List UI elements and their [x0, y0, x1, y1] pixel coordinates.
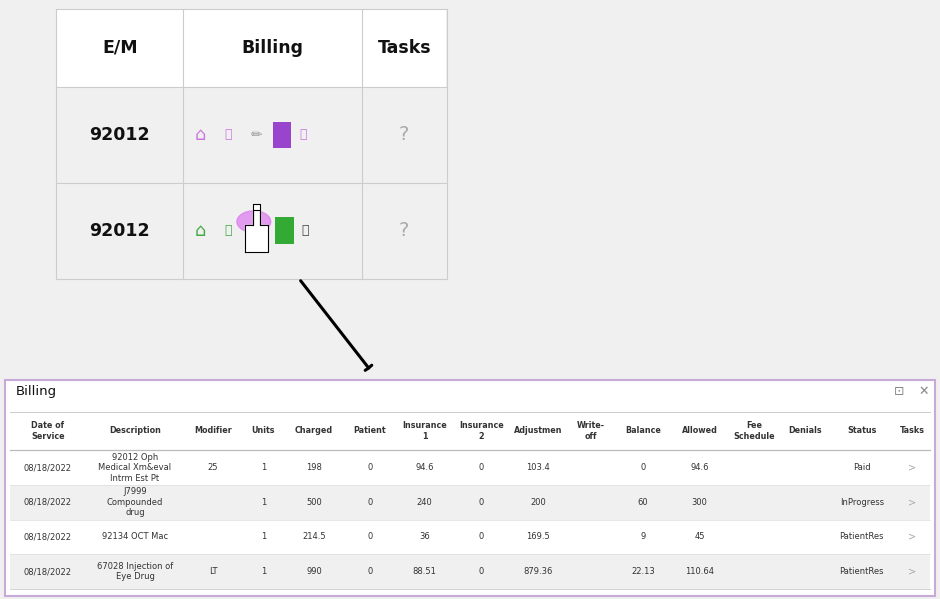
Text: 110.64: 110.64: [685, 567, 714, 576]
Text: 0: 0: [367, 567, 372, 576]
Text: 92012: 92012: [89, 222, 150, 240]
Text: 🛏: 🛏: [225, 224, 232, 237]
Text: Paid: Paid: [853, 463, 870, 472]
Text: 92012 Oph
Medical Xm&eval
Intrm Est Pt: 92012 Oph Medical Xm&eval Intrm Est Pt: [99, 453, 172, 483]
Text: >: >: [908, 497, 916, 507]
Text: Fee
Schedule: Fee Schedule: [734, 421, 775, 441]
Text: >: >: [908, 463, 916, 473]
Text: 500: 500: [306, 498, 322, 507]
Text: 🚶: 🚶: [302, 224, 309, 237]
Circle shape: [237, 211, 271, 232]
Text: 0: 0: [367, 533, 372, 541]
Text: 67028 Injection of
Eye Drug: 67028 Injection of Eye Drug: [97, 562, 173, 581]
Text: ?: ?: [399, 221, 410, 240]
Text: 240: 240: [416, 498, 432, 507]
Text: 92134 OCT Mac: 92134 OCT Mac: [102, 533, 168, 541]
Text: 08/18/2022: 08/18/2022: [24, 567, 72, 576]
Bar: [10, 450, 930, 485]
Text: 198: 198: [306, 463, 322, 472]
Text: 60: 60: [637, 498, 648, 507]
Text: 103.4: 103.4: [526, 463, 550, 472]
Text: 08/18/2022: 08/18/2022: [24, 463, 72, 472]
Text: ?: ?: [399, 125, 410, 144]
Text: PatientRes: PatientRes: [839, 567, 885, 576]
Text: InProgress: InProgress: [839, 498, 884, 507]
Text: 169.5: 169.5: [526, 533, 550, 541]
Bar: [56, 87, 446, 183]
Text: Description: Description: [109, 426, 161, 435]
Text: 300: 300: [692, 498, 708, 507]
Text: 94.6: 94.6: [415, 463, 434, 472]
Text: 08/18/2022: 08/18/2022: [24, 498, 72, 507]
Bar: [10, 519, 930, 554]
Text: Insurance
1: Insurance 1: [402, 421, 447, 441]
Text: ✏: ✏: [251, 128, 262, 142]
Text: 36: 36: [419, 533, 430, 541]
Text: 92012: 92012: [89, 126, 150, 144]
Text: 08/18/2022: 08/18/2022: [24, 533, 72, 541]
Text: Write-
off: Write- off: [576, 421, 604, 441]
Text: J7999
Compounded
drug: J7999 Compounded drug: [107, 488, 164, 517]
Text: >: >: [908, 567, 916, 576]
Text: Date of
Service: Date of Service: [31, 421, 65, 441]
Text: ✕: ✕: [918, 385, 930, 398]
Text: 9: 9: [640, 533, 646, 541]
Polygon shape: [245, 210, 268, 252]
Text: Billing: Billing: [16, 385, 57, 398]
Bar: [10, 485, 930, 519]
Text: ⊡: ⊡: [894, 385, 905, 398]
Bar: [10, 554, 930, 589]
Text: 0: 0: [478, 498, 484, 507]
Text: 0: 0: [367, 463, 372, 472]
Bar: [56, 183, 446, 279]
Text: 990: 990: [306, 567, 322, 576]
Bar: [5, 380, 935, 596]
Bar: [10, 412, 930, 450]
Text: Allowed: Allowed: [682, 426, 717, 435]
Text: Billing: Billing: [242, 39, 304, 57]
Text: Denials: Denials: [789, 426, 822, 435]
Text: 0: 0: [478, 567, 484, 576]
Text: 0: 0: [478, 463, 484, 472]
Text: Patient: Patient: [353, 426, 386, 435]
Text: 45: 45: [695, 533, 705, 541]
Text: Charged: Charged: [295, 426, 334, 435]
Text: PatientRes: PatientRes: [839, 533, 885, 541]
Bar: [275, 217, 294, 244]
Text: 200: 200: [530, 498, 546, 507]
Text: ⌂: ⌂: [195, 222, 206, 240]
Text: 1: 1: [260, 533, 266, 541]
Bar: [273, 122, 291, 148]
Text: Units: Units: [252, 426, 275, 435]
Text: Modifier: Modifier: [194, 426, 232, 435]
Text: 1: 1: [260, 567, 266, 576]
Text: 0: 0: [478, 533, 484, 541]
Text: ⌂: ⌂: [195, 126, 206, 144]
Text: 1: 1: [260, 498, 266, 507]
Text: Tasks: Tasks: [377, 39, 431, 57]
Text: 214.5: 214.5: [303, 533, 326, 541]
Text: 🚶: 🚶: [300, 128, 307, 141]
Text: 1: 1: [260, 463, 266, 472]
Text: Adjustmen: Adjustmen: [514, 426, 562, 435]
Text: 88.51: 88.51: [413, 567, 436, 576]
Text: 0: 0: [367, 498, 372, 507]
Text: 25: 25: [208, 463, 218, 472]
Text: 0: 0: [640, 463, 646, 472]
Polygon shape: [253, 204, 260, 225]
Text: 879.36: 879.36: [524, 567, 553, 576]
Text: 94.6: 94.6: [690, 463, 709, 472]
Bar: [56, 9, 446, 279]
Text: Balance: Balance: [625, 426, 661, 435]
Text: Tasks: Tasks: [900, 426, 925, 435]
Text: E/M: E/M: [102, 39, 137, 57]
Text: Status: Status: [847, 426, 876, 435]
Text: Insurance
2: Insurance 2: [459, 421, 504, 441]
Text: >: >: [908, 532, 916, 542]
Text: 22.13: 22.13: [631, 567, 654, 576]
Text: 🛏: 🛏: [225, 128, 232, 141]
Text: LT: LT: [209, 567, 217, 576]
